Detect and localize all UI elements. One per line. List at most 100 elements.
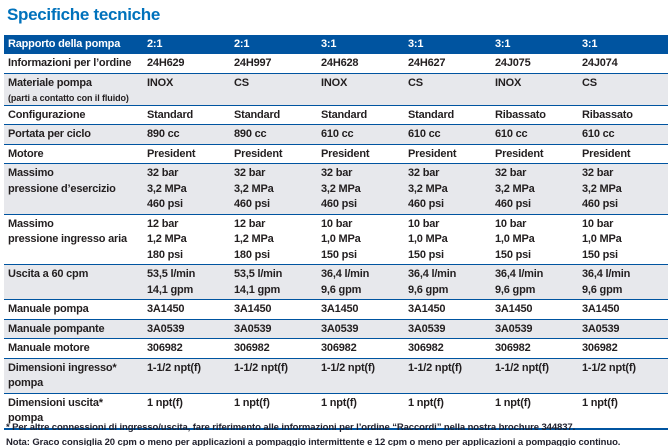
cell: 36,4 l/min 9,6 gpm [580, 264, 668, 300]
header-value: 3:1 [580, 35, 668, 54]
cell: President [232, 144, 319, 164]
row-label: Dimensioni uscita* pompa [4, 393, 145, 430]
cell: 1 npt(f) [232, 393, 319, 430]
cell: 12 bar 1,2 MPa 180 psi [145, 214, 232, 265]
cell: 3A1450 [319, 299, 406, 320]
cell: President [406, 144, 493, 164]
table-row: Uscita a 60 cpm 53,5 l/min 14,1 gpm 53,5… [4, 264, 668, 300]
cell: 3A0539 [145, 319, 232, 339]
footnotes: * Per altre connessioni di ingresso/usci… [6, 420, 666, 446]
page-title: Specifiche tecniche [7, 5, 161, 24]
cell: Standard [406, 105, 493, 125]
table-row: Motore President President President Pre… [4, 144, 668, 164]
cell: 1-1/2 npt(f) [145, 358, 232, 394]
table-row: Massimo pressione d’esercizio 32 bar 3,2… [4, 163, 668, 215]
cell: INOX [319, 73, 406, 106]
row-label: Materiale pompa (parti a contatto con il … [4, 73, 145, 106]
cell: 24H629 [145, 54, 232, 74]
table-row: Dimensioni ingresso* pompa 1-1/2 npt(f) … [4, 358, 668, 394]
table-header-row: Rapporto della pompa 2:1 2:1 3:1 3:1 3:1… [4, 35, 668, 54]
table-row: Manuale pompante 3A0539 3A0539 3A0539 3A… [4, 319, 668, 339]
cell: 1-1/2 npt(f) [493, 358, 580, 394]
cell: 306982 [406, 338, 493, 359]
cell: 306982 [493, 338, 580, 359]
row-label: Motore [4, 144, 145, 164]
cell: 24H997 [232, 54, 319, 74]
cell: 3A0539 [493, 319, 580, 339]
header-value: 2:1 [145, 35, 232, 54]
cell: 10 bar 1,0 MPa 150 psi [319, 214, 406, 265]
cell: 53,5 l/min 14,1 gpm [232, 264, 319, 300]
cell: 10 bar 1,0 MPa 150 psi [406, 214, 493, 265]
cell: 1 npt(f) [319, 393, 406, 430]
cell: 36,4 l/min 9,6 gpm [493, 264, 580, 300]
cell: 610 cc [319, 124, 406, 145]
row-label: Informazioni per l’ordine [4, 54, 145, 74]
cell: 32 bar 3,2 MPa 460 psi [493, 163, 580, 215]
row-label: Configurazione [4, 105, 145, 125]
cell: 306982 [145, 338, 232, 359]
cell: 3A1450 [580, 299, 668, 320]
cell: 3A1450 [145, 299, 232, 320]
row-label: Massimo pressione d’esercizio [4, 163, 145, 215]
cell: President [580, 144, 668, 164]
cell: 10 bar 1,0 MPa 150 psi [580, 214, 668, 265]
cell: 610 cc [580, 124, 668, 145]
cell: President [319, 144, 406, 164]
table-row: Materiale pompa (parti a contatto con il … [4, 73, 668, 106]
footnote-cpm-recommendation: Nota: Graco consiglia 20 cpm o meno per … [6, 437, 621, 446]
cell: 24J074 [580, 54, 668, 74]
row-label: Portata per ciclo [4, 124, 145, 145]
header-value: 2:1 [232, 35, 319, 54]
cell: 53,5 l/min 14,1 gpm [145, 264, 232, 300]
table-row: Dimensioni uscita* pompa 1 npt(f) 1 npt(… [4, 393, 668, 430]
table-row: Portata per ciclo 890 cc 890 cc 610 cc 6… [4, 124, 668, 145]
cell: Ribassato [493, 105, 580, 125]
cell: 3A1450 [493, 299, 580, 320]
cell: Standard [145, 105, 232, 125]
cell: President [493, 144, 580, 164]
footnote-connections: * Per altre connessioni di ingresso/usci… [6, 422, 576, 433]
cell: 3A1450 [232, 299, 319, 320]
cell: 1 npt(f) [406, 393, 493, 430]
cell: 3A0539 [232, 319, 319, 339]
cell: 10 bar 1,0 MPa 150 psi [493, 214, 580, 265]
spec-table: Rapporto della pompa 2:1 2:1 3:1 3:1 3:1… [4, 35, 668, 430]
cell: 306982 [319, 338, 406, 359]
cell: CS [232, 73, 319, 106]
cell: 24H628 [319, 54, 406, 74]
cell: 1 npt(f) [145, 393, 232, 430]
row-sublabel-text: (parti a contatto con il fluido) [8, 92, 129, 103]
cell: 610 cc [406, 124, 493, 145]
cell: 3A1450 [406, 299, 493, 320]
cell: Ribassato [580, 105, 668, 125]
header-label: Rapporto della pompa [4, 35, 145, 54]
cell: INOX [145, 73, 232, 106]
cell: 32 bar 3,2 MPa 460 psi [232, 163, 319, 215]
cell: 306982 [580, 338, 668, 359]
cell: 12 bar 1,2 MPa 180 psi [232, 214, 319, 265]
cell: 890 cc [145, 124, 232, 145]
row-label: Manuale pompa [4, 299, 145, 320]
cell: 32 bar 3,2 MPa 460 psi [580, 163, 668, 215]
cell: 306982 [232, 338, 319, 359]
cell: INOX [493, 73, 580, 106]
cell: 1-1/2 npt(f) [232, 358, 319, 394]
cell: 32 bar 3,2 MPa 460 psi [406, 163, 493, 215]
header-value: 3:1 [493, 35, 580, 54]
table-row: Manuale pompa 3A1450 3A1450 3A1450 3A145… [4, 299, 668, 320]
row-label: Uscita a 60 cpm [4, 264, 145, 300]
cell: CS [580, 73, 668, 106]
cell: 1 npt(f) [493, 393, 580, 430]
cell: CS [406, 73, 493, 106]
cell: 32 bar 3,2 MPa 460 psi [319, 163, 406, 215]
row-label: Massimo pressione ingresso aria [4, 214, 145, 265]
cell: 3A0539 [580, 319, 668, 339]
cell: 610 cc [493, 124, 580, 145]
cell: 24H627 [406, 54, 493, 74]
cell: 3A0539 [319, 319, 406, 339]
row-label: Dimensioni ingresso* pompa [4, 358, 145, 394]
table-row: Massimo pressione ingresso aria 12 bar 1… [4, 214, 668, 265]
header-value: 3:1 [406, 35, 493, 54]
